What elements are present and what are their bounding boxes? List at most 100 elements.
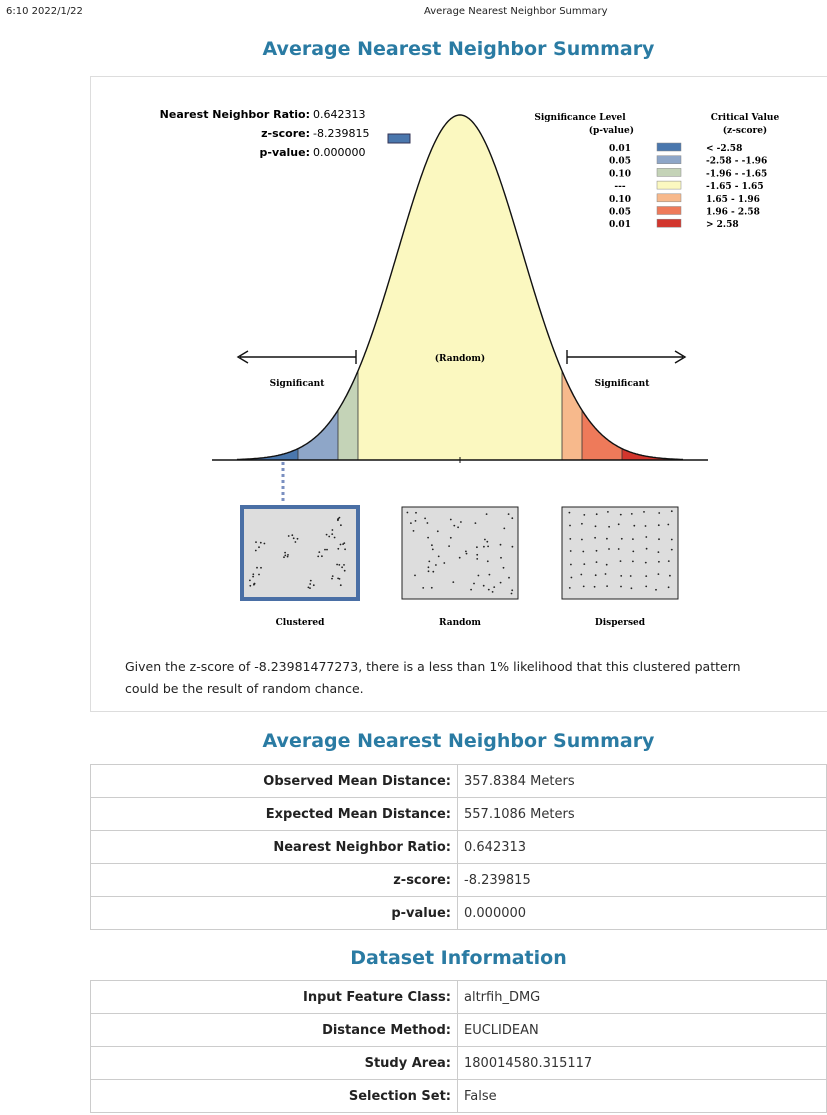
pattern-label: Clustered — [276, 618, 326, 628]
timestamp: 6:10 2022/1/22 — [6, 6, 83, 17]
pattern-dot — [342, 543, 344, 545]
pattern-dot — [476, 553, 479, 556]
pattern-dot — [437, 555, 440, 558]
pattern-dot — [337, 519, 339, 522]
pattern-dot — [608, 548, 610, 550]
pattern-dot — [620, 585, 622, 588]
arrow-left — [236, 350, 357, 364]
legend-z: -1.65 - 1.65 — [706, 182, 764, 192]
pattern-dot — [582, 585, 585, 588]
pattern-dot — [595, 561, 598, 563]
pattern-dot — [321, 555, 323, 558]
stat-value: -8.239815 — [313, 127, 369, 140]
row-label: Input Feature Class: — [90, 980, 458, 1014]
graphic-box — [90, 76, 827, 712]
pattern-dot — [568, 587, 571, 589]
legend-swatch — [656, 218, 682, 228]
row-label: Observed Mean Distance: — [90, 764, 458, 798]
pattern-dot — [629, 575, 632, 577]
pattern-dot — [606, 537, 608, 540]
pattern-dot — [581, 522, 583, 525]
pattern-dot — [337, 517, 340, 520]
pattern-dot — [260, 566, 262, 569]
pattern-dot — [309, 587, 311, 589]
pattern-dot — [338, 578, 341, 580]
pattern-dot — [415, 511, 417, 514]
curve-segment — [622, 448, 683, 460]
pattern-dot — [619, 560, 622, 562]
pattern-dot — [286, 555, 289, 558]
pattern-dot — [620, 575, 623, 577]
legend-swatch — [656, 168, 682, 177]
pattern-dot — [493, 586, 496, 588]
pattern-dot — [427, 566, 430, 569]
pattern-dot — [448, 545, 450, 547]
pattern-dot — [318, 551, 321, 553]
pattern-dot — [594, 574, 597, 577]
pattern-dot — [632, 538, 634, 540]
curve-segment — [237, 448, 298, 460]
pattern-dot — [484, 538, 486, 541]
stat-value: 0.642313 — [313, 108, 366, 121]
pattern-dot — [477, 574, 480, 577]
pattern-dot — [620, 537, 623, 540]
row-label: Distance Method: — [90, 1013, 458, 1047]
page-title: Average Nearest Neighbor Summary — [424, 6, 608, 17]
pattern-dot — [583, 563, 586, 565]
pattern-dot — [406, 511, 409, 514]
pattern-dot — [476, 558, 479, 560]
pattern-dot — [252, 575, 255, 578]
pattern-dot — [426, 522, 429, 524]
pattern-dot — [338, 516, 341, 519]
legend-p: 0.01 — [609, 144, 631, 154]
pattern-dot — [487, 545, 489, 548]
pattern-dot — [657, 573, 660, 575]
pattern-dot — [338, 564, 341, 566]
pattern-dot — [252, 573, 255, 576]
pattern-dot — [283, 556, 285, 559]
significant-label: Significant — [595, 379, 651, 389]
pattern-dot — [645, 585, 648, 588]
pattern-dot — [632, 550, 635, 553]
pattern-frame — [240, 505, 360, 601]
legend-z: > 2.58 — [706, 220, 739, 230]
pattern-dot — [340, 524, 342, 527]
pattern-dot — [643, 511, 645, 513]
row-value: altrfih_DMG — [457, 980, 827, 1014]
summary-table: Observed Mean Distance: 357.8384 Meters Ex… — [90, 764, 827, 930]
legend-p: --- — [614, 182, 625, 192]
pattern-dot — [644, 525, 647, 527]
pattern-dot — [604, 573, 607, 575]
summary-title: Average Nearest Neighbor Summary — [262, 730, 655, 752]
pattern-dot — [593, 585, 596, 588]
pattern-dot — [317, 555, 320, 558]
legend-header: Significance Level — [534, 113, 626, 123]
pattern-dot — [483, 545, 485, 548]
legend-z: 1.65 - 1.96 — [706, 195, 760, 205]
pattern-dot — [256, 566, 258, 569]
pattern-dot — [500, 556, 502, 559]
pattern-dot — [499, 581, 502, 584]
pattern-dot — [511, 589, 514, 592]
pattern-dot — [658, 512, 661, 514]
table-row: Input Feature Class: altrfih_DMG — [90, 980, 827, 1014]
pattern-dot — [617, 548, 620, 550]
table-row: Selection Set: False — [90, 1079, 827, 1113]
pattern-dot — [670, 548, 673, 551]
pattern-dot — [670, 538, 673, 541]
pattern-dot — [331, 575, 334, 577]
pattern-dot — [331, 529, 334, 531]
pattern-dot — [499, 543, 502, 546]
pattern-dot — [460, 521, 462, 523]
pattern-dot — [343, 569, 346, 572]
row-label: Expected Mean Distance: — [90, 797, 458, 831]
row-value: 180014580.315117 — [457, 1046, 827, 1080]
pattern-dot — [633, 524, 636, 527]
pattern-dot — [581, 538, 583, 541]
curve-outline — [236, 114, 684, 461]
pattern-box — [401, 506, 519, 600]
stat-value: 0.000000 — [313, 146, 366, 159]
pattern-dot — [645, 547, 648, 550]
pattern-dot — [486, 560, 489, 563]
